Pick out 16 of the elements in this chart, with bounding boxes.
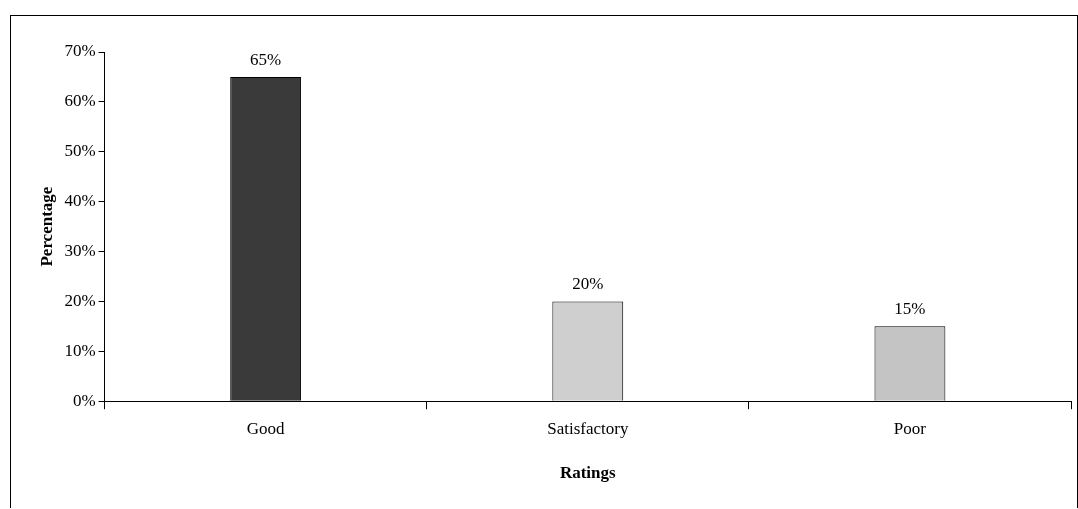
y-tick-label: 40% (64, 191, 96, 211)
y-tick-label: 0% (72, 390, 96, 410)
data-label: 15% (894, 299, 926, 319)
data-label: 65% (250, 49, 282, 69)
x-axis-title: Ratings (559, 463, 617, 483)
y-tick-label: 20% (64, 290, 96, 310)
data-label: 20% (572, 274, 604, 294)
y-tick-label: 60% (64, 91, 96, 111)
y-tick-label: 10% (64, 340, 96, 360)
y-tick-label: 30% (64, 241, 96, 261)
y-tick-label: 50% (64, 141, 96, 161)
x-tick-label: Poor (893, 418, 927, 438)
x-tick-label: Good (246, 418, 286, 438)
y-tick-label: 70% (64, 41, 96, 61)
x-tick-label: Satisfactory (547, 418, 629, 438)
y-axis-title: Percentage (36, 186, 56, 267)
